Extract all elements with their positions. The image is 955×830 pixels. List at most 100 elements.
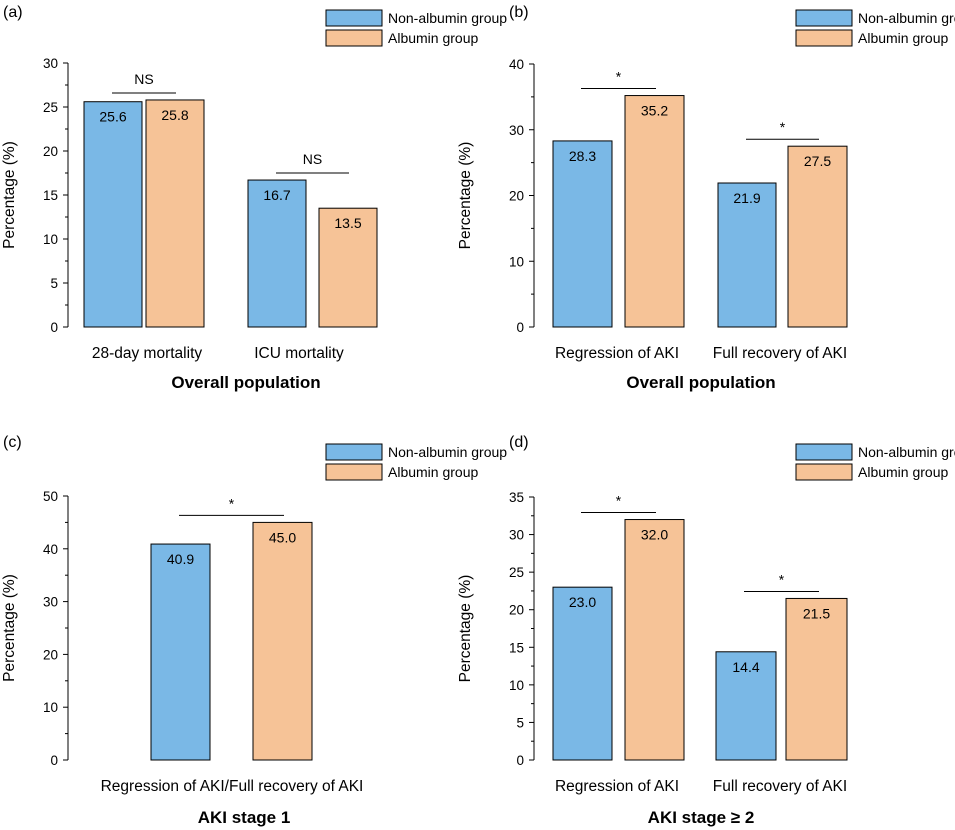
bar-albumin-1 bbox=[624, 95, 685, 328]
panel-subtitle: Overall population bbox=[171, 373, 320, 392]
x-category-label: Regression of AKI bbox=[555, 778, 679, 795]
legend-swatch-albumin bbox=[795, 463, 853, 481]
panel-subtitle: Overall population bbox=[626, 373, 775, 392]
chart-panel-c: (c) Non-albumin group Albumin group 0 10 20 30… bbox=[1, 434, 507, 827]
bar-non-albumin-1 bbox=[552, 140, 613, 328]
significance-marker: * bbox=[616, 69, 622, 85]
y-tick-label: 35 bbox=[509, 490, 524, 505]
y-tick-label: 30 bbox=[509, 528, 524, 543]
bar-albumin-2 bbox=[785, 597, 848, 761]
y-tick-label: 25 bbox=[43, 100, 58, 115]
legend-label-non-albumin: Non-albumin group bbox=[388, 444, 507, 460]
y-tick-label: 15 bbox=[509, 640, 524, 655]
y-tick-label: 50 bbox=[43, 489, 58, 504]
bar-non-albumin-2 bbox=[717, 182, 777, 328]
y-tick-label: 10 bbox=[509, 254, 524, 269]
x-category-label: Full recovery of AKI bbox=[713, 345, 847, 362]
legend-label-non-albumin: Non-albumin group bbox=[858, 10, 955, 26]
y-tick-label: 10 bbox=[509, 678, 524, 693]
legend-swatch-albumin bbox=[325, 29, 383, 47]
significance-marker: NS bbox=[303, 151, 322, 167]
legend: Non-albumin group Albumin group bbox=[795, 9, 955, 47]
bar-value-label: 32.0 bbox=[641, 527, 668, 543]
bar-albumin-2 bbox=[318, 207, 378, 328]
x-category-label: Full recovery of AKI bbox=[713, 778, 847, 795]
y-tick-label: 20 bbox=[509, 603, 524, 618]
panel-subtitle: AKI stage ≥ 2 bbox=[648, 808, 755, 827]
legend-swatch-non-albumin bbox=[325, 443, 383, 461]
panel-label: (a) bbox=[3, 4, 23, 21]
bar-value-label: 40.9 bbox=[167, 551, 194, 567]
significance-marker: * bbox=[780, 119, 786, 135]
y-tick-label: 20 bbox=[509, 189, 524, 204]
y-axis-title: Percentage (%) bbox=[457, 142, 474, 250]
legend-swatch-non-albumin bbox=[795, 9, 853, 27]
y-tick-label: 5 bbox=[516, 715, 524, 730]
x-category-label: 28-day mortality bbox=[92, 345, 203, 362]
y-tick-label: 5 bbox=[50, 276, 58, 291]
y-axis-title: Percentage (%) bbox=[1, 574, 18, 682]
significance-marker: * bbox=[779, 571, 785, 587]
significance-marker: * bbox=[229, 495, 235, 511]
bar-non-albumin-1 bbox=[150, 543, 211, 761]
panel-label: (c) bbox=[3, 434, 22, 451]
bar-value-label: 21.5 bbox=[803, 605, 830, 621]
bar-non-albumin-2 bbox=[715, 651, 777, 761]
y-tick-label: 0 bbox=[516, 753, 524, 768]
legend: Non-albumin group Albumin group bbox=[325, 9, 507, 47]
legend-label-albumin: Albumin group bbox=[858, 464, 948, 480]
significance-marker: * bbox=[616, 493, 622, 509]
bar-value-label: 23.0 bbox=[569, 594, 596, 610]
panel-label: (b) bbox=[509, 4, 529, 21]
y-tick-label: 15 bbox=[43, 188, 58, 203]
bar-non-albumin-1 bbox=[83, 101, 143, 328]
legend-label-albumin: Albumin group bbox=[858, 30, 948, 46]
legend-label-non-albumin: Non-albumin group bbox=[858, 444, 955, 460]
legend-swatch-non-albumin bbox=[795, 443, 853, 461]
bar-non-albumin-1 bbox=[552, 586, 613, 761]
y-tick-label: 40 bbox=[509, 57, 524, 72]
y-tick-label: 20 bbox=[43, 144, 58, 159]
significance-marker: NS bbox=[134, 71, 153, 87]
bar-value-label: 35.2 bbox=[641, 103, 668, 119]
x-category-label: ICU mortality bbox=[254, 345, 344, 362]
bar-value-label: 28.3 bbox=[569, 148, 596, 164]
chart-panel-b: (b) Non-albumin group Albumin group 0 10 20 30… bbox=[457, 4, 955, 392]
y-axis-title: Percentage (%) bbox=[457, 575, 474, 683]
y-tick-label: 25 bbox=[509, 565, 524, 580]
x-category-label: Regression of AKI/Full recovery of AKI bbox=[101, 778, 364, 795]
bar-value-label: 27.5 bbox=[804, 153, 831, 169]
bar-value-label: 25.8 bbox=[161, 107, 188, 123]
y-tick-label: 30 bbox=[43, 56, 58, 71]
bar-albumin-1 bbox=[252, 521, 313, 761]
legend-label-albumin: Albumin group bbox=[388, 30, 478, 46]
y-tick-label: 0 bbox=[516, 320, 524, 335]
y-tick-label: 10 bbox=[43, 232, 58, 247]
y-tick-label: 0 bbox=[50, 320, 58, 335]
bar-value-label: 21.9 bbox=[733, 190, 760, 206]
y-tick-label: 10 bbox=[43, 700, 58, 715]
legend: Non-albumin group Albumin group bbox=[325, 443, 507, 481]
panel-subtitle: AKI stage 1 bbox=[198, 808, 291, 827]
bar-value-label: 14.4 bbox=[732, 659, 759, 675]
y-tick-label: 40 bbox=[43, 542, 58, 557]
x-category-label: Regression of AKI bbox=[555, 345, 679, 362]
bar-value-label: 25.6 bbox=[99, 109, 126, 125]
chart-panel-d: (d) Non-albumin group Albumin group 0 5 10 15 2… bbox=[457, 434, 955, 827]
legend-swatch-albumin bbox=[325, 463, 383, 481]
legend-label-non-albumin: Non-albumin group bbox=[388, 10, 507, 26]
y-tick-label: 30 bbox=[43, 595, 58, 610]
chart-panel-a: (a) Non-albumin group Albumin group 0 5 10 15 2… bbox=[1, 4, 507, 392]
legend-swatch-albumin bbox=[795, 29, 853, 47]
bar-albumin-1 bbox=[145, 99, 205, 328]
bar-non-albumin-2 bbox=[247, 179, 307, 328]
legend-swatch-non-albumin bbox=[325, 9, 383, 27]
panel-label: (d) bbox=[509, 434, 529, 451]
y-tick-label: 0 bbox=[50, 753, 58, 768]
bar-albumin-1 bbox=[624, 519, 685, 761]
legend: Non-albumin group Albumin group bbox=[795, 443, 955, 481]
bar-albumin-2 bbox=[787, 145, 848, 328]
y-tick-label: 20 bbox=[43, 647, 58, 662]
bar-value-label: 45.0 bbox=[269, 529, 296, 545]
